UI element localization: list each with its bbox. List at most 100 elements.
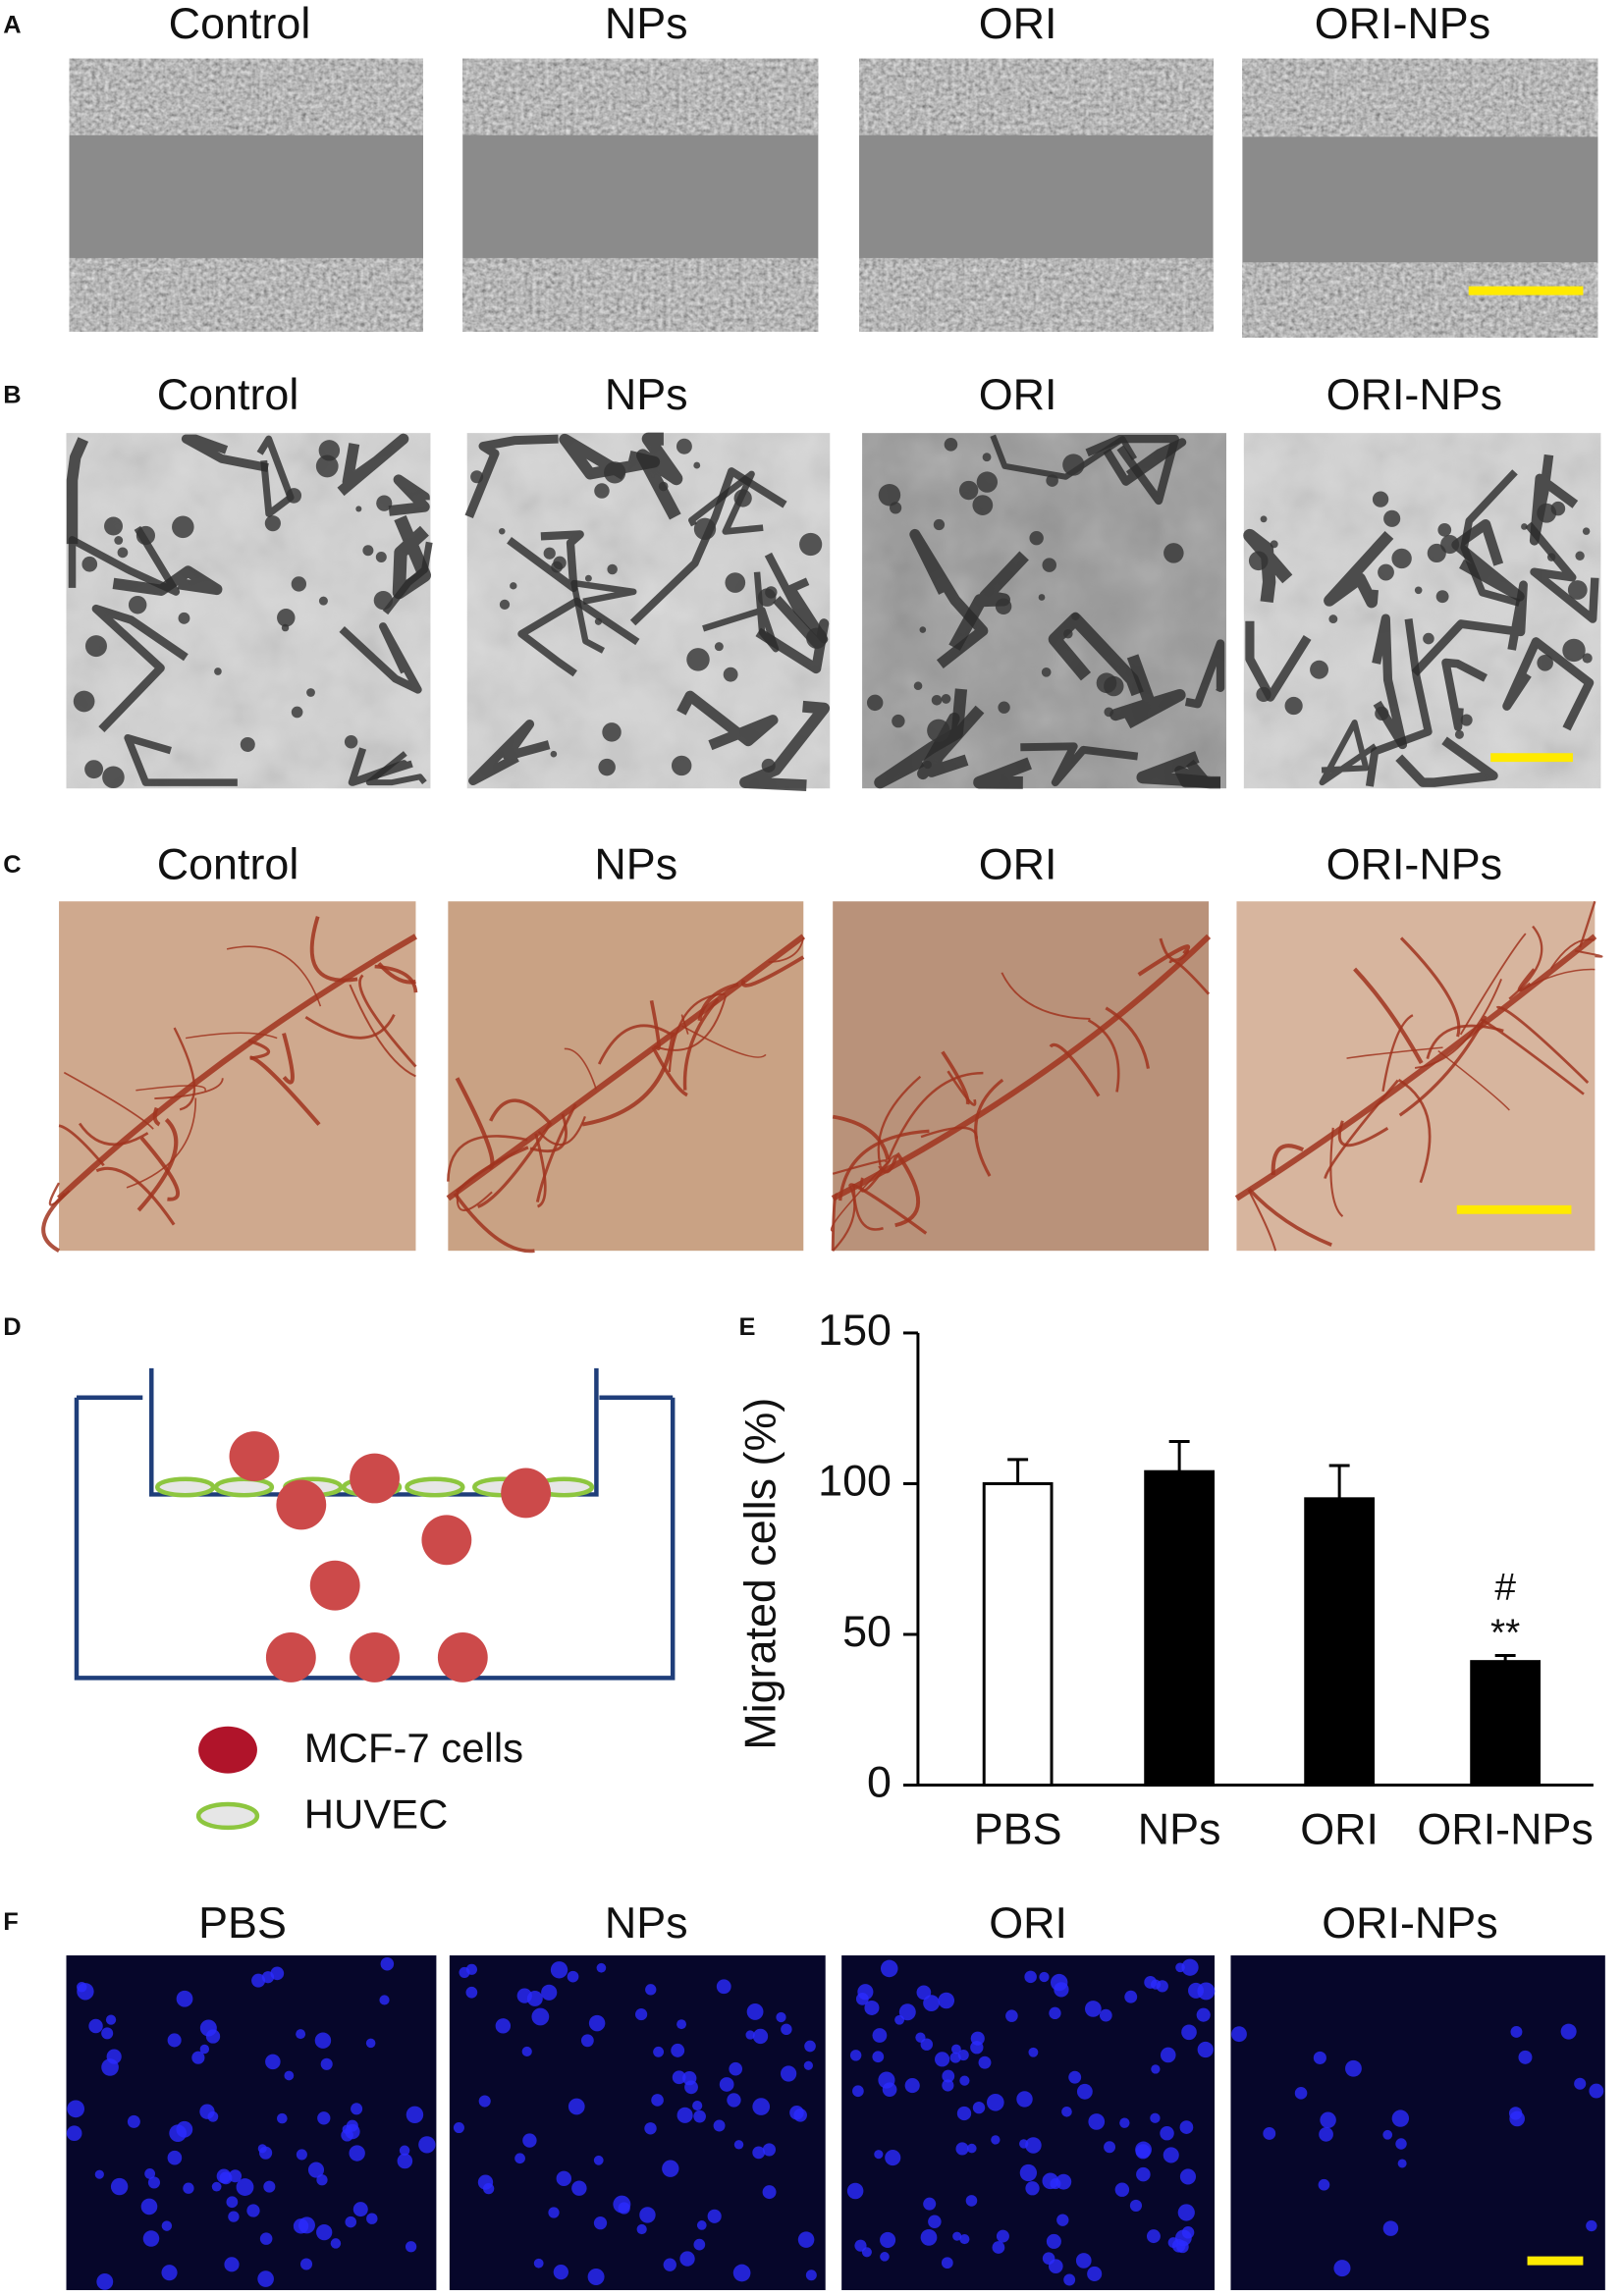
nucleus xyxy=(541,1984,558,2001)
cell-cluster xyxy=(1248,551,1269,571)
nucleus xyxy=(317,2111,331,2125)
blood-vessel xyxy=(135,1085,206,1092)
nucleus xyxy=(904,2077,920,2094)
cell-cluster xyxy=(291,706,303,719)
nucleus xyxy=(1150,2112,1161,2123)
cell-cluster xyxy=(676,438,692,454)
cell-cluster xyxy=(1423,632,1434,645)
huvec-cell xyxy=(405,1476,465,1498)
nucleus xyxy=(852,2085,864,2098)
photo-texture xyxy=(66,433,431,789)
cell-layer-bottom xyxy=(69,257,423,332)
nucleus xyxy=(1019,2163,1038,2182)
cell-cluster xyxy=(658,481,669,492)
x-tick-label: ORI-NPs xyxy=(1417,1803,1593,1853)
nucleus xyxy=(142,2230,160,2247)
nucleus xyxy=(1508,2107,1523,2120)
nucleus xyxy=(1560,2023,1577,2040)
mcf7-cell xyxy=(350,1632,401,1682)
tube-network xyxy=(112,565,223,596)
nucleus xyxy=(110,2177,129,2196)
cell-cluster xyxy=(73,690,95,713)
nucleus xyxy=(259,2232,273,2245)
cell-cluster xyxy=(362,545,374,557)
nucleus xyxy=(644,2122,657,2135)
panel-label: F xyxy=(3,1908,19,1936)
nucleus xyxy=(320,2057,333,2070)
blood-vessel xyxy=(95,1166,176,1226)
nucleus xyxy=(719,2077,734,2092)
cell-layer-top xyxy=(462,58,819,135)
nucleus xyxy=(465,1986,478,1999)
nucleus xyxy=(1005,2009,1018,2022)
nucleus xyxy=(495,2018,512,2034)
nucleus xyxy=(1382,2129,1393,2140)
photo-background xyxy=(59,901,416,1252)
nucleus xyxy=(693,2238,706,2251)
nucleus xyxy=(1042,2172,1059,2190)
nucleus xyxy=(307,2162,325,2178)
cell-layer-bottom xyxy=(462,257,819,332)
cell-cluster xyxy=(375,551,387,562)
nucleus xyxy=(781,2065,797,2082)
image-title: NPs xyxy=(605,0,688,48)
nucleus xyxy=(1039,1971,1050,1983)
cell-cluster xyxy=(1029,530,1044,546)
nucleus xyxy=(920,2228,938,2246)
nucleus xyxy=(379,1995,390,2005)
nucleus xyxy=(105,2014,117,2025)
cell-cluster xyxy=(941,694,951,704)
nucleus xyxy=(1181,1958,1199,1976)
photo-background xyxy=(1230,1955,1605,2291)
cell-cluster xyxy=(240,736,255,752)
blood-vessel xyxy=(832,1159,888,1175)
blood-vessel xyxy=(304,1013,396,1040)
cell-cluster xyxy=(1427,543,1446,563)
blood-vessel xyxy=(848,1183,928,1235)
tube-network xyxy=(1319,720,1378,786)
blood-vessel xyxy=(309,916,358,983)
tube-network xyxy=(1525,521,1599,623)
nucleus xyxy=(1104,2141,1116,2154)
nucleus xyxy=(526,1991,543,2006)
blood-vessel xyxy=(358,974,417,1068)
cell-cluster xyxy=(499,599,511,611)
nucleus xyxy=(106,2049,122,2064)
nucleus xyxy=(553,2265,568,2280)
cell-cluster xyxy=(1537,503,1557,523)
nucleus xyxy=(1510,2026,1523,2038)
nucleus xyxy=(101,2027,114,2040)
blood-vessel xyxy=(173,1027,196,1111)
nucleus xyxy=(1397,2159,1407,2168)
blood-vessel xyxy=(668,992,726,1073)
nucleus xyxy=(257,2270,274,2287)
cell-cluster xyxy=(1378,563,1394,581)
nucleus xyxy=(352,2202,368,2217)
blood-vessel xyxy=(537,1115,586,1147)
blood-vessel xyxy=(78,1122,149,1147)
cell-cluster xyxy=(733,489,752,507)
blood-vessel xyxy=(1437,1049,1510,1111)
blood-vessel xyxy=(697,982,739,1022)
blood-vessel xyxy=(740,955,805,988)
nucleus xyxy=(959,2234,970,2245)
cell-cluster xyxy=(892,714,905,728)
photo-background xyxy=(449,1955,826,2291)
cell-layer-top xyxy=(859,58,1214,135)
blood-vessel xyxy=(894,1151,921,1228)
y-tick-label: 0 xyxy=(867,1756,892,1806)
nucleus xyxy=(205,2029,221,2044)
cell-cluster xyxy=(607,563,618,575)
nucleus xyxy=(716,1979,731,1995)
tube-network xyxy=(1245,620,1312,702)
cell-cluster xyxy=(913,681,923,691)
nucleus xyxy=(330,2238,342,2249)
tube-network xyxy=(739,700,831,791)
cell-cluster xyxy=(1521,523,1528,530)
nucleus xyxy=(1197,2041,1214,2058)
blood-vessel xyxy=(654,995,728,1051)
blood-vessel xyxy=(453,1192,535,1254)
tube-network xyxy=(676,690,779,751)
cell-cluster xyxy=(686,648,710,671)
cell-cluster xyxy=(603,461,626,484)
